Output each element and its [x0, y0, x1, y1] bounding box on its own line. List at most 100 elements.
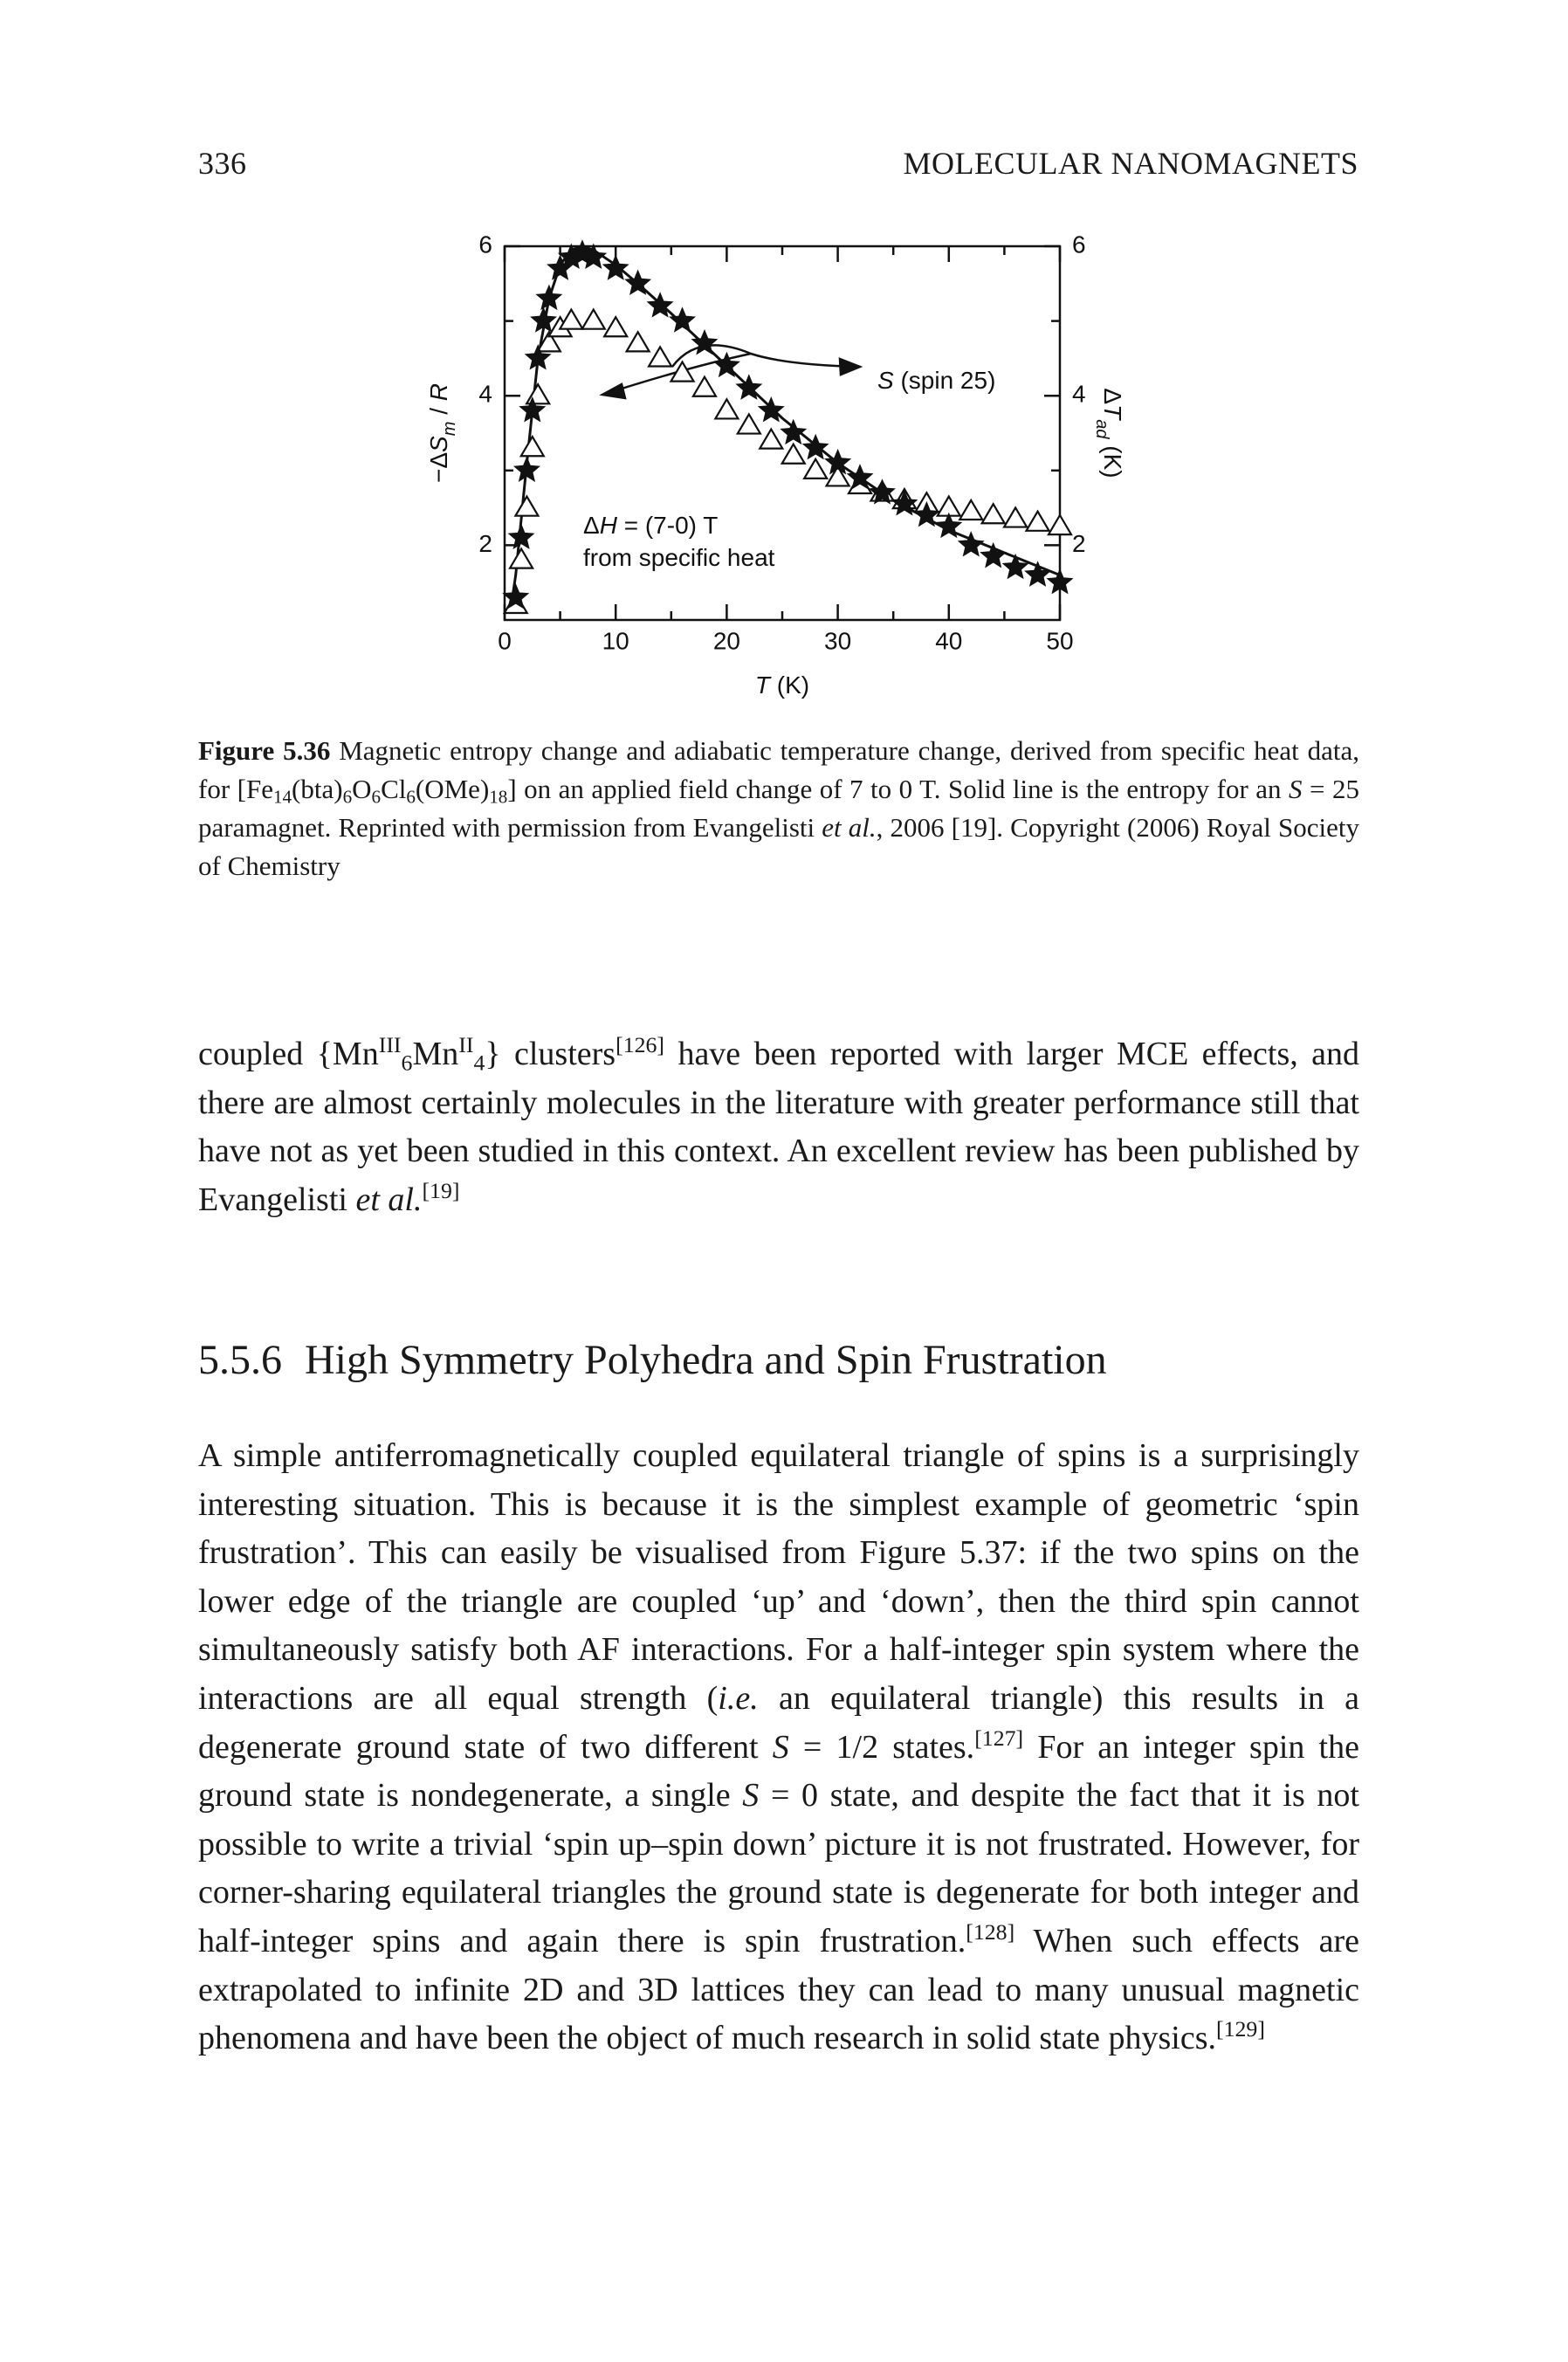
text-run: 6	[406, 786, 416, 808]
annotation: S (spin 25)	[877, 367, 995, 394]
text-run: coupled {Mn	[198, 1036, 379, 1072]
text-run: [127]	[974, 1725, 1024, 1751]
x-tick-label: 0	[498, 627, 512, 654]
page-number: 336	[198, 146, 247, 181]
star-marker	[824, 448, 852, 475]
annotation: ΔH = (7-0) T	[583, 512, 718, 539]
figure-chart: −ΔSm / R ΔTad (K) T (K) S (spin 25) ΔH =…	[425, 231, 1126, 699]
text-run: S	[425, 436, 452, 452]
y-tick-label: 4	[478, 381, 492, 408]
x-axis-title: T (K)	[755, 671, 809, 699]
text-run: (bta)	[292, 774, 343, 804]
text-run: T	[1099, 404, 1126, 421]
x-tick-label: 10	[602, 627, 629, 654]
text-run: /	[425, 401, 452, 421]
star-marker	[646, 292, 674, 318]
text-run: II	[458, 1031, 474, 1057]
text-run: Cl	[381, 774, 407, 804]
text-run: [126]	[616, 1031, 665, 1057]
star-marker	[780, 418, 808, 445]
star-marker	[580, 243, 608, 270]
star-marker	[691, 328, 719, 355]
y2-tick-label: 4	[1072, 381, 1086, 408]
running-title: MOLECULAR NANOMAGNETS	[903, 146, 1358, 181]
x-tick-label: 20	[713, 627, 740, 654]
star-marker	[602, 254, 629, 280]
paragraph: A simple antiferromagnetically coupled e…	[198, 1432, 1359, 2063]
section-heading: 5.5.6 High Symmetry Polyhedra and Spin Fr…	[198, 1336, 1107, 1384]
text-run: ] on an applied field change of 7 to 0 T…	[507, 774, 1289, 804]
star-marker	[935, 512, 963, 539]
star-marker	[846, 464, 874, 490]
text-run: (spin 25)	[894, 367, 996, 394]
triangle-marker	[602, 314, 629, 338]
triangle-marker	[1002, 506, 1029, 528]
text-run: , 2006 [19]. Copyright (2006) Royal Soci…	[198, 812, 1359, 881]
paragraph: coupled {MnIII6MnII4} clusters[126] have…	[198, 1030, 1359, 1224]
text-run: } clusters	[485, 1036, 616, 1072]
star-marker	[535, 284, 563, 311]
triangle-marker	[958, 498, 985, 521]
triangle-marker	[1047, 513, 1073, 536]
triangle-marker	[535, 330, 562, 353]
triangle-marker	[735, 412, 762, 435]
text-run: Δ	[1099, 388, 1126, 404]
text-run: (OMe)	[415, 774, 490, 804]
triangle-marker	[780, 442, 807, 465]
text-run: 6	[342, 786, 353, 808]
text-run: S	[742, 1777, 760, 1815]
star-marker	[624, 269, 652, 295]
text-run: [19]	[422, 1177, 460, 1203]
star-marker	[524, 344, 552, 370]
text-run: from specific heat	[583, 544, 775, 571]
y-tick-label: 6	[478, 231, 492, 258]
text-run: 4	[473, 1050, 485, 1076]
y-axis-title: −ΔSm / R	[425, 383, 459, 483]
text-run: Δ	[583, 512, 600, 539]
text-run: S	[772, 1728, 789, 1766]
text-run: T	[755, 671, 772, 699]
text-run: R	[425, 383, 452, 401]
x-tick-label: 50	[1046, 627, 1073, 654]
text-run: an equilateral triangle) this results in…	[198, 1679, 1359, 1766]
y2-tick-label: 2	[1072, 530, 1086, 557]
triangle-marker	[519, 434, 546, 458]
star-marker	[757, 396, 785, 423]
text-run: 6	[371, 786, 382, 808]
triangle-marker	[691, 375, 718, 397]
text-run: = (7-0) T	[617, 512, 718, 539]
text-run: = 0 state, and despite the fact that it …	[198, 1777, 1359, 1959]
star-marker	[669, 306, 697, 333]
star-marker	[957, 531, 985, 557]
text-run: Figure 5.36	[198, 735, 331, 766]
y2-axis-title: ΔTad (K)	[1092, 388, 1126, 478]
text-run: Magnetic entropy change and adiabatic te…	[198, 735, 1359, 804]
triangle-marker	[525, 382, 552, 405]
triangle-marker	[513, 494, 540, 517]
text-run: [129]	[1216, 2015, 1265, 2042]
triangle-marker	[580, 307, 607, 330]
star-marker	[980, 541, 1008, 568]
star-marker	[530, 306, 558, 333]
star-marker	[507, 523, 535, 550]
figure-caption: Figure 5.36 Magnetic entropy change and …	[198, 732, 1359, 885]
text-run: (K)	[770, 671, 809, 699]
star-marker	[735, 374, 763, 400]
text-run: 18	[489, 786, 508, 808]
text-run: For an integer spin the ground state is …	[198, 1728, 1359, 1815]
star-marker	[868, 479, 896, 505]
text-run: m	[440, 422, 459, 437]
text-run: 6	[401, 1050, 413, 1076]
star-marker	[1046, 568, 1074, 595]
text-run: ad	[1092, 419, 1111, 439]
triangle-marker	[624, 330, 651, 353]
text-run: (K)	[1099, 438, 1126, 478]
triangle-marker	[758, 427, 785, 450]
text-run: [128]	[966, 1918, 1015, 1945]
section-title: High Symmetry Polyhedra and Spin Frustra…	[305, 1337, 1107, 1383]
triangle-marker	[508, 547, 535, 569]
star-marker	[912, 500, 940, 527]
star-marker	[712, 351, 740, 378]
y-tick-label: 2	[478, 530, 492, 557]
text-run: S	[877, 367, 894, 394]
